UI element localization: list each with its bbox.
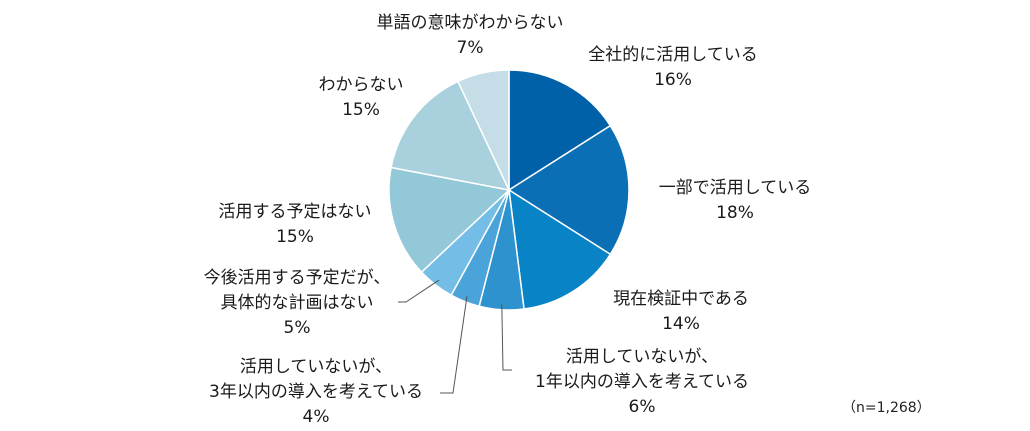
leader-line-4 [440,295,468,394]
slice-label-5-line2: 具体的な計画はない [220,293,374,313]
slice-label-5-pct: 5% [283,318,311,338]
pie-slice-8 [456,69,510,191]
slice-label-4-pct: 4% [302,407,330,427]
slice-label-8-pct: 7% [456,38,484,58]
slice-label-4-line1: 活用していないが、 [239,357,393,377]
slice-label-5: 今後活用する予定だが、 具体的な計画はない 5% [188,266,406,341]
slice-label-7-pct: 15% [342,100,380,120]
slice-label-2-pct: 14% [662,314,700,334]
pie-slice-6 [388,166,511,274]
slice-label-6-pct: 15% [276,227,314,247]
slice-label-8: 単語の意味がわからない 7% [362,11,578,61]
slice-label-8-text: 単語の意味がわからない [376,13,564,33]
slice-label-4: 活用していないが、 3年以内の導入を考えている 4% [182,355,450,430]
slice-label-3-pct: 6% [628,397,656,417]
pie-slice-0 [508,69,612,192]
slice-label-0-text: 全社的に活用している [588,45,758,65]
pie-slice-2 [508,188,612,310]
slice-label-1-pct: 18% [716,203,754,223]
slice-label-0-pct: 16% [654,70,692,90]
slice-label-3-line1: 活用していないが、 [565,347,719,367]
pie-slice-1 [507,124,630,256]
sample-size-note: （n=1,268） [842,400,931,416]
slice-label-0: 全社的に活用している 16% [568,43,778,93]
slice-label-4-line2: 3年以内の導入を考えている [209,382,423,402]
slice-label-3: 活用していないが、 1年以内の導入を考えている 6% [508,345,776,420]
slice-label-7: わからない 15% [306,73,416,123]
slice-label-5-line1: 今後活用する予定だが、 [203,268,391,288]
slice-label-6: 活用する予定はない 15% [204,200,386,250]
leader-line-5 [398,279,440,303]
slice-label-2: 現在検証中である 14% [596,287,766,337]
slice-label-1: 一部で活用している 18% [640,176,830,226]
leader-line-3 [501,303,512,371]
slice-label-3-line2: 1年以内の導入を考えている [535,372,749,392]
slice-label-2-text: 現在検証中である [613,289,749,309]
pie-slice-7 [390,80,511,192]
slice-label-7-text: わからない [318,75,404,95]
slice-label-6-text: 活用する予定はない [218,202,372,222]
slice-label-1-text: 一部で活用している [658,178,812,198]
